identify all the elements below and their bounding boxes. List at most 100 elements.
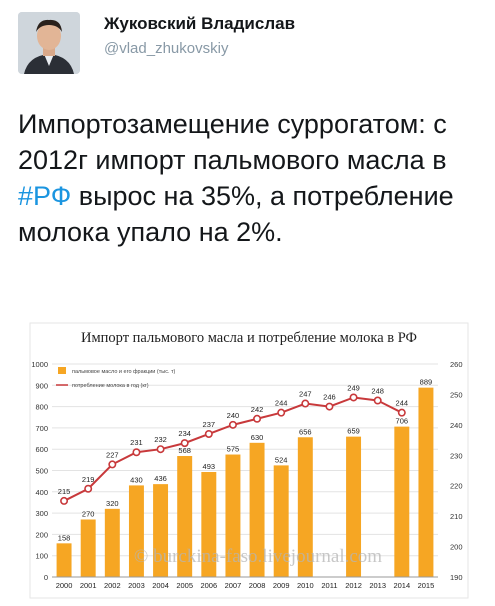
line-point — [60, 496, 69, 505]
line-data-label: 247 — [299, 390, 312, 399]
bar-mark — [153, 484, 169, 577]
tweet-text: Импортозамещение суррогатом: с 2012г имп… — [18, 106, 488, 250]
bar-mark — [346, 436, 362, 577]
bar-data-label: 430 — [130, 475, 143, 484]
right-axis-tick: 190 — [450, 573, 463, 582]
bar-mark — [128, 485, 144, 577]
x-axis-tick: 2011 — [321, 581, 337, 590]
line-data-label: 244 — [396, 399, 409, 408]
bar-mark — [201, 471, 217, 577]
line-data-label: 215 — [58, 487, 71, 496]
line-data-label: 234 — [178, 429, 191, 438]
bar-mark — [394, 426, 410, 577]
x-axis-tick: 2005 — [176, 581, 193, 590]
author-name[interactable]: Жуковский Владислав — [104, 14, 296, 33]
bar-data-label: 659 — [347, 427, 360, 436]
line-point — [204, 429, 213, 438]
chart-svg: 158 270 320 430 436 568 493 575 630 524 656 659 706 8… — [28, 322, 470, 601]
right-axis-tick: 250 — [450, 390, 463, 399]
line-point — [349, 393, 358, 402]
tweet-text-after: вырос на 35%, а потребление молока упало… — [18, 181, 454, 247]
chart-image: Импорт пальмового масла и потребление мо… — [28, 322, 470, 601]
right-axis-tick: 260 — [450, 360, 463, 369]
line-point — [301, 399, 310, 408]
x-axis-tick: 2012 — [345, 581, 362, 590]
tweet-text-before: Импортозамещение суррогатом: с 2012г имп… — [18, 109, 447, 175]
x-axis-tick: 2003 — [128, 581, 145, 590]
x-axis-tick: 2004 — [152, 581, 169, 590]
line-point — [108, 460, 117, 469]
line-data-label: 227 — [106, 450, 119, 459]
line-data-label: 249 — [347, 383, 360, 392]
bar-data-label: 270 — [82, 509, 95, 518]
left-axis-tick: 400 — [35, 488, 48, 497]
bar-mark — [177, 456, 193, 577]
line-point — [132, 448, 141, 457]
bar-mark — [249, 442, 265, 577]
bar-data-label: 889 — [420, 378, 433, 387]
right-axis-tick: 200 — [450, 543, 463, 552]
line-point — [228, 420, 237, 429]
watermark-text: © burckina-faso.livejournal.com — [134, 546, 382, 567]
line-data-label: 231 — [130, 438, 143, 447]
legend-label-line: потребление молока в год (кг) — [72, 383, 149, 389]
bar-mark — [273, 465, 289, 577]
legend-label-bar: пальмовое масло и его фракции (тыс. т) — [72, 369, 176, 375]
x-axis-tick: 2014 — [393, 581, 410, 590]
bar-mark — [297, 437, 313, 577]
x-axis-tick: 2009 — [273, 581, 290, 590]
left-axis-tick: 800 — [35, 403, 48, 412]
line-point — [325, 402, 334, 411]
chart-border — [29, 322, 469, 599]
right-axis-tick: 210 — [450, 512, 463, 521]
bar-data-label: 493 — [203, 462, 216, 471]
avatar-photo — [18, 12, 80, 74]
line-data-label: 248 — [371, 387, 384, 396]
line-point — [156, 445, 165, 454]
avatar[interactable] — [18, 12, 80, 74]
line-point — [84, 484, 93, 493]
line-point — [397, 408, 406, 417]
right-axis-tick: 230 — [450, 451, 463, 460]
bar-data-label: 524 — [275, 455, 288, 464]
bar-data-label: 158 — [58, 533, 71, 542]
x-axis-tick: 2000 — [56, 581, 73, 590]
line-data-label: 244 — [275, 399, 288, 408]
bar-mark — [104, 508, 120, 577]
x-axis-tick: 2013 — [369, 581, 386, 590]
x-axis-tick: 2010 — [297, 581, 314, 590]
left-axis-tick: 900 — [35, 381, 48, 390]
right-axis-tick: 220 — [450, 482, 463, 491]
bar-data-label: 706 — [396, 417, 409, 426]
line-data-label: 246 — [323, 393, 336, 402]
bar-data-label: 568 — [178, 446, 191, 455]
line-data-label: 242 — [251, 405, 264, 414]
legend-swatch-bar — [58, 367, 66, 374]
left-axis-tick: 1000 — [31, 360, 48, 369]
left-axis-tick: 100 — [35, 552, 48, 561]
author-handle[interactable]: @vlad_zhukovskiy — [104, 40, 229, 57]
line-point — [180, 439, 189, 448]
line-point — [277, 408, 286, 417]
left-axis-tick: 600 — [35, 445, 48, 454]
bar-mark — [225, 454, 241, 577]
left-axis-tick: 200 — [35, 530, 48, 539]
line-data-label: 219 — [82, 475, 95, 484]
x-axis-tick: 2001 — [80, 581, 97, 590]
x-axis-tick: 2008 — [249, 581, 266, 590]
hashtag-link[interactable]: #РФ — [18, 181, 72, 211]
left-axis-tick: 0 — [44, 573, 48, 582]
bar-mark — [56, 543, 72, 577]
bar-mark — [80, 519, 96, 577]
left-axis-tick: 700 — [35, 424, 48, 433]
bar-data-label: 656 — [299, 427, 312, 436]
line-point — [253, 414, 262, 423]
line-data-label: 232 — [154, 435, 167, 444]
bar-data-label: 575 — [227, 445, 240, 454]
x-axis-tick: 2015 — [418, 581, 435, 590]
x-axis-tick: 2007 — [225, 581, 242, 590]
left-axis-tick: 500 — [35, 467, 48, 476]
line-data-label: 237 — [203, 420, 216, 429]
bar-data-label: 630 — [251, 433, 264, 442]
tweet-header: Жуковский Владислав @vlad_zhukovskiy — [0, 0, 495, 90]
